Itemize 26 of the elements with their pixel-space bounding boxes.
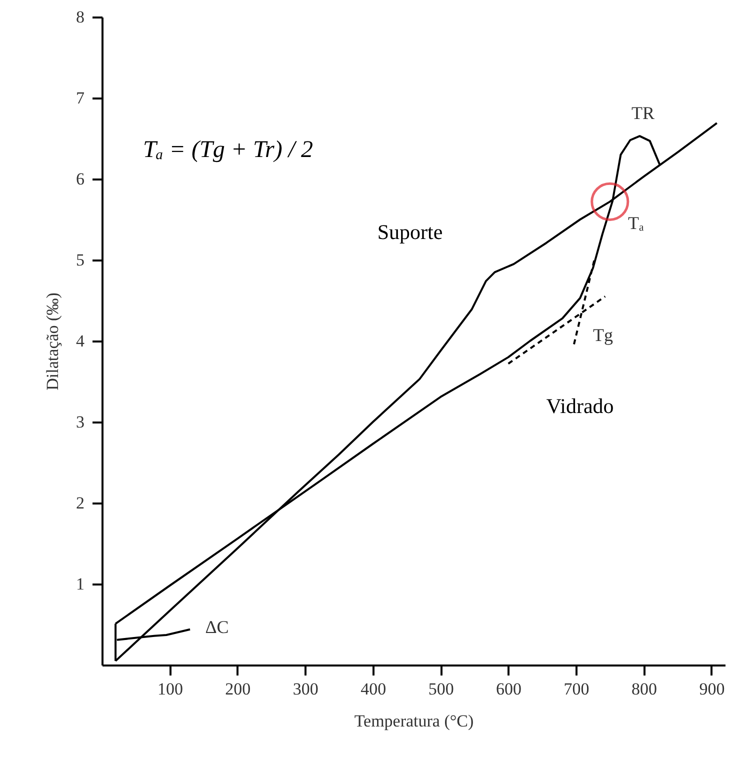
y-tick-label: 4 bbox=[76, 332, 85, 350]
text: Suporte bbox=[377, 220, 443, 244]
x-tick-label: 800 bbox=[631, 680, 657, 698]
x-tick-label: 500 bbox=[428, 680, 454, 698]
annotation: ΔC bbox=[205, 617, 229, 637]
x-tick-label: 200 bbox=[225, 680, 251, 698]
y-tick-label: 1 bbox=[76, 574, 84, 594]
annotation: Tₐ = (Tg + Tr) / 2 bbox=[142, 137, 314, 163]
y-tick-label: 2 bbox=[76, 494, 84, 512]
y-tick-label: 6 bbox=[76, 170, 84, 188]
x-tick-label: 300 bbox=[292, 680, 318, 698]
y-tick-label: 7 bbox=[76, 88, 85, 108]
y-tick-label: 3 bbox=[76, 412, 84, 432]
y-tick-label: 8 bbox=[76, 8, 84, 26]
x-tick-label: 400 bbox=[360, 680, 386, 698]
x-tick-label: 900 bbox=[699, 680, 725, 698]
y-tick-label: 5 bbox=[76, 250, 84, 270]
annotation: Tₐ bbox=[628, 213, 644, 233]
text: Vidrado bbox=[546, 394, 614, 418]
x-axis-title: Temperatura (°C) bbox=[354, 712, 474, 730]
annotation: Tg bbox=[593, 325, 613, 345]
x-tick-label: 100 bbox=[157, 680, 183, 698]
annotation: TR bbox=[631, 103, 655, 123]
y-axis-title: Dilatação (‰) bbox=[43, 292, 62, 390]
x-tick-label: 600 bbox=[496, 680, 522, 698]
x-tick-label: 700 bbox=[564, 680, 590, 698]
